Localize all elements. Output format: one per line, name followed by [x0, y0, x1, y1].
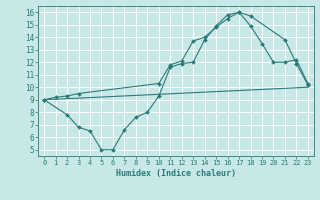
X-axis label: Humidex (Indice chaleur): Humidex (Indice chaleur)	[116, 169, 236, 178]
